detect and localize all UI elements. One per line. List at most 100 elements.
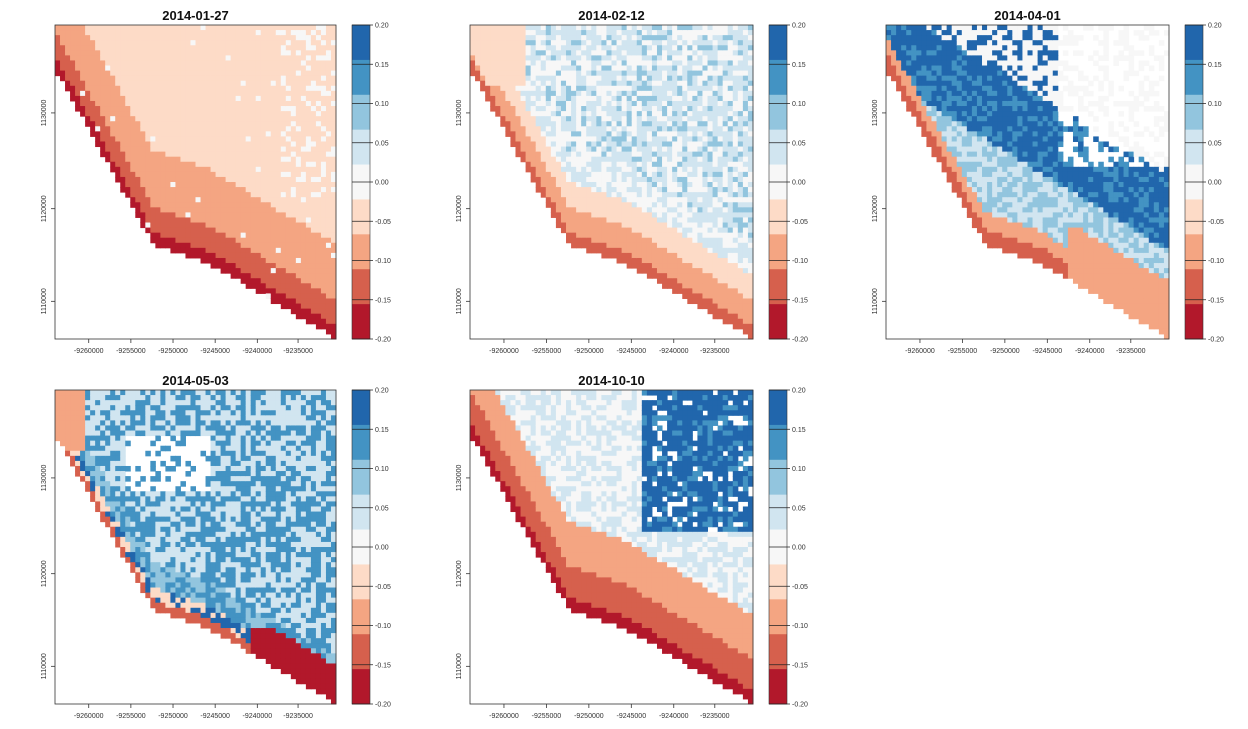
raster-cell [280,126,287,132]
raster-cell [687,252,693,259]
raster-cell [230,217,237,224]
raster-cell [530,35,537,41]
raster-cell [110,55,116,61]
raster-cell [300,313,307,320]
raster-cell [255,278,262,284]
raster-cell [305,176,312,183]
raster-cell [747,257,754,264]
raster-cell [692,237,698,244]
raster-cell [485,25,491,31]
raster-cell [75,40,81,46]
raster-cell [80,80,86,87]
raster-cell [90,131,96,137]
raster-cell [250,237,257,244]
raster-cell [727,65,734,72]
raster-cell [687,126,693,132]
raster-cell [697,25,703,31]
raster-cell [180,30,186,36]
raster-cell [100,141,106,148]
raster-cell [581,136,587,142]
raster-cell [732,40,739,46]
raster-cell [641,237,648,244]
raster-cell [667,263,673,269]
raster-cell [687,116,693,122]
raster-cell [571,111,577,117]
raster-cell [901,80,907,87]
raster-cell [896,85,902,92]
raster-cell [295,121,302,127]
raster-cell [135,136,141,142]
raster-cell [250,227,257,234]
raster-cell [641,268,648,274]
raster-cell [480,85,486,92]
raster-cell [525,151,532,158]
raster-cell [140,182,146,188]
raster-cell [702,146,709,153]
raster-cell [626,106,633,112]
raster-cell [697,171,703,178]
raster-cell [155,232,161,239]
raster-cell [125,111,131,117]
raster-cell [285,156,292,163]
raster-cell [702,176,709,183]
raster-cell [616,136,623,142]
raster-cell [295,288,302,294]
raster-cell [265,116,272,122]
raster-cell [185,85,191,92]
raster-cell [220,146,227,153]
raster-cell [651,100,658,107]
raster-cell [921,25,927,31]
raster-cell [225,227,232,234]
raster-cell [160,187,166,193]
raster-cell [732,268,739,274]
raster-cell [125,161,131,168]
raster-cell [295,227,302,234]
raster-cell [305,212,312,218]
raster-cell [545,111,552,117]
raster-cell [65,40,71,46]
raster-cell [310,161,317,168]
raster-cell [225,166,232,173]
raster-cell [672,288,678,294]
raster-cell [200,100,207,107]
raster-cell [677,273,683,279]
raster-cell [160,197,166,203]
raster-cell [911,75,917,82]
raster-cell [662,116,668,122]
raster-cell [60,55,66,61]
raster-cell [687,156,693,163]
x-tick-label: -9260000 [74,348,104,355]
raster-cell [140,45,146,51]
raster-cell [210,197,217,203]
raster-cell [656,207,663,213]
raster-cell [305,257,312,264]
raster-cell [315,90,322,97]
raster-cell [325,111,332,117]
raster-cell [225,187,232,193]
raster-cell [145,55,151,61]
raster-cell [205,161,212,168]
raster-cell [712,45,719,51]
raster-cell [515,151,522,158]
raster-cell [90,111,96,117]
raster-cell [717,212,724,218]
raster-cell [555,65,562,72]
raster-cell [155,40,161,46]
raster-cell [571,136,577,142]
raster-cell [165,80,171,87]
raster-cell [325,318,332,325]
raster-cell [581,100,587,107]
raster-cell [175,55,181,61]
raster-cell [260,100,267,107]
raster-cell [110,146,116,153]
raster-cell [295,237,302,244]
raster-cell [555,30,562,36]
raster-cell [85,40,91,46]
raster-cell [901,60,907,67]
raster-cell [270,65,277,72]
raster-cell [310,288,317,294]
raster-cell [712,176,719,183]
raster-cell [692,298,698,305]
raster-cell [220,242,227,249]
raster-cell [195,247,202,254]
